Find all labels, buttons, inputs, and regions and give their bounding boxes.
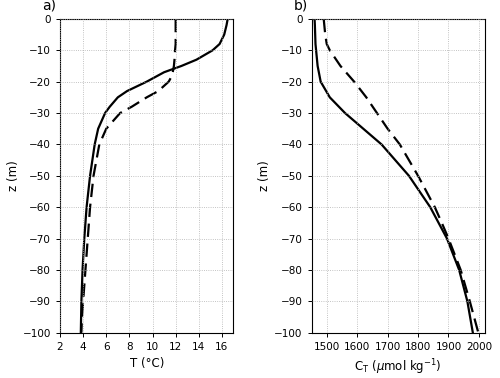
X-axis label: C$_\mathrm{T}$ ($\mu$mol kg$^{-1}$): C$_\mathrm{T}$ ($\mu$mol kg$^{-1}$)	[354, 357, 442, 377]
Text: a): a)	[42, 0, 56, 12]
Y-axis label: z (m): z (m)	[7, 160, 20, 191]
X-axis label: T (°C): T (°C)	[130, 357, 164, 370]
Text: b): b)	[294, 0, 308, 12]
Y-axis label: z (m): z (m)	[258, 160, 272, 191]
